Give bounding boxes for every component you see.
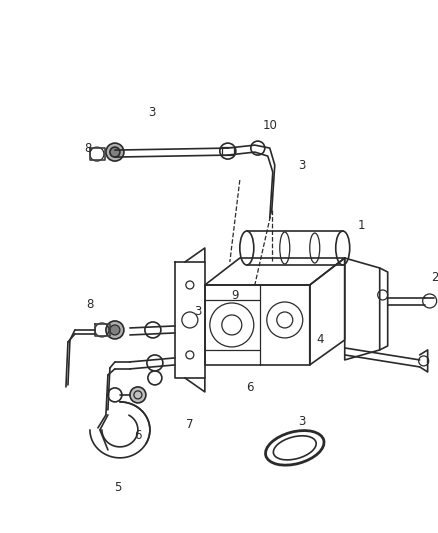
Text: 5: 5 (114, 481, 122, 494)
Text: 3: 3 (194, 305, 201, 318)
Text: 2: 2 (431, 271, 438, 285)
Text: 7: 7 (186, 418, 194, 431)
Text: 1: 1 (358, 219, 365, 231)
Text: 9: 9 (231, 289, 239, 302)
Text: 4: 4 (316, 334, 324, 346)
Text: 8: 8 (86, 298, 94, 311)
Circle shape (130, 387, 146, 403)
Text: 3: 3 (298, 159, 305, 172)
Text: 3: 3 (298, 415, 305, 429)
Text: 10: 10 (262, 119, 277, 132)
Circle shape (110, 147, 120, 157)
Circle shape (106, 143, 124, 161)
Text: 8: 8 (84, 142, 92, 155)
Circle shape (106, 321, 124, 339)
Text: 6: 6 (246, 382, 254, 394)
Text: 3: 3 (148, 106, 155, 119)
Text: 6: 6 (134, 430, 141, 442)
Circle shape (110, 325, 120, 335)
